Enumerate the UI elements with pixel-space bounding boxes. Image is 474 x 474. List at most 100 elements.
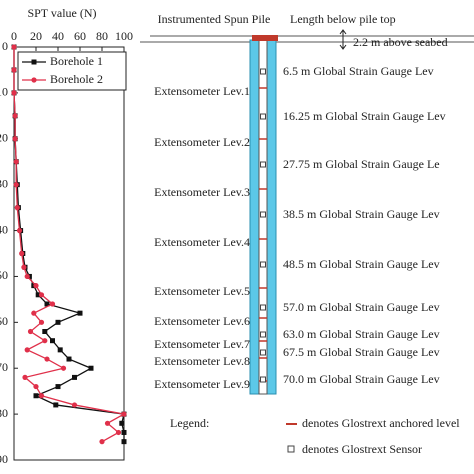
gauge-label: 38.5 m Global Strain Gauge Lev [283,207,440,221]
marker [11,67,17,73]
legend-box [17,51,127,91]
legend-item: denotes Glostrext Sensor [302,442,422,456]
sensor [260,304,266,311]
y-tick-label: 70 [0,360,8,374]
extensometer-label: Extensometer Lev.6 [154,314,250,328]
extensometer-label: Extensometer Lev.3 [154,185,250,199]
marker [14,205,20,211]
x-axis-title: SPT value (N) [27,6,96,20]
marker [33,393,39,399]
marker [33,383,39,390]
length-label: Length below pile top [290,12,396,26]
sensor [260,349,266,356]
sensor [260,161,266,168]
extensometer-label: Extensometer Lev.5 [154,284,250,298]
marker [77,310,83,316]
sensor [260,113,266,120]
marker [12,136,18,142]
marker [121,439,127,445]
legend-marker [31,59,37,65]
gauge-label: 27.75 m Global Strain Gauge Le [283,157,440,171]
marker [55,319,61,325]
marker [33,283,39,289]
marker [42,338,48,344]
gauge-label: 63.0 m Global Strain Gauge Lev [283,327,440,341]
marker [24,273,30,280]
y-tick-label: 0 [2,39,8,53]
legend-marker [31,77,37,83]
legend-label: Borehole 2 [50,72,103,86]
marker [22,374,28,380]
marker [27,328,34,335]
legend-item: denotes Glostrext anchored level [302,416,460,430]
marker [11,44,17,50]
sensor [260,331,266,338]
x-tick-label: 40 [52,29,64,43]
sensor [260,211,266,218]
top-note: 2.2 m above seabed [353,35,448,49]
sensor [260,376,266,383]
gauge-label: 57.0 m Global Strain Gauge Lev [283,300,440,314]
gauge-label: 67.5 m Global Strain Gauge Lev [283,345,440,359]
marker [11,90,17,96]
dimension-arrow [339,29,347,50]
y-tick-label: 60 [0,314,8,328]
y-tick-label: 20 [0,131,8,145]
x-tick-label: 20 [30,29,42,43]
marker [24,347,30,353]
diagram-title: Instrumented Spun Pile [158,12,271,26]
marker [104,420,111,426]
marker [57,347,63,353]
marker [121,411,127,417]
marker [121,429,127,435]
y-tick-label: 30 [0,176,8,190]
marker [38,292,45,298]
marker [19,250,25,257]
marker [50,338,55,344]
plot-frame [13,46,125,461]
legend-title: Legend: [170,416,209,430]
marker [119,420,125,426]
marker [16,227,23,234]
sensor [260,68,266,75]
pile-cap [252,35,278,41]
marker [49,301,56,307]
y-tick-label: 40 [0,222,8,236]
marker [72,374,77,380]
marker [66,356,72,362]
gauge-label: 70.0 m Global Strain Gauge Lev [283,372,440,386]
extensometer-label: Extensometer Lev.7 [154,337,250,351]
marker [88,365,94,371]
y-tick-label: 80 [0,406,8,420]
marker [115,429,122,436]
gauge-label: 16.25 m Global Strain Gauge Lev [283,109,446,123]
extensometer-label: Extensometer Lev.2 [154,135,250,149]
marker [21,264,27,270]
extensometer-label: Extensometer Lev.8 [154,354,250,368]
marker [13,182,19,188]
marker [13,159,19,165]
marker [12,113,18,119]
marker [55,384,61,390]
x-tick-label: 60 [74,29,86,43]
marker [38,393,45,399]
gauge-label: 6.5 m Global Strain Gauge Lev [283,64,434,78]
extensometer-label: Extensometer Lev.9 [154,377,250,391]
marker [71,402,78,408]
y-tick-label: 50 [0,268,8,282]
sensor [260,261,266,268]
y-tick-label: 90 [0,452,8,466]
x-tick-label: 0 [11,29,17,43]
marker [38,319,45,325]
gauge-label: 48.5 m Global Strain Gauge Lev [283,257,440,271]
extensometer-label: Extensometer Lev.4 [154,235,250,249]
marker [44,301,50,307]
series-line [13,47,126,443]
x-tick-label: 80 [96,29,108,43]
marker [44,356,50,362]
y-tick-label: 10 [0,85,8,99]
legend-label: Borehole 1 [50,54,103,68]
marker [35,292,41,298]
